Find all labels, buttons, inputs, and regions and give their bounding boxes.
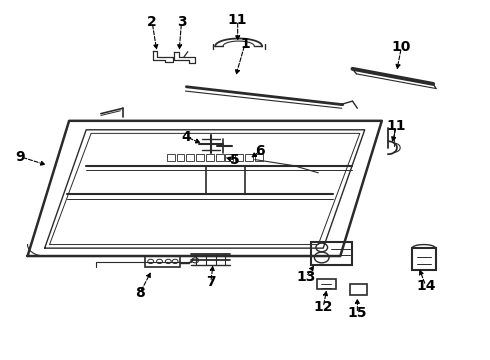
Bar	[196, 154, 204, 161]
Bar	[350, 284, 367, 295]
Bar	[206, 154, 214, 161]
Bar	[145, 256, 180, 267]
Bar	[318, 279, 336, 289]
Text: 1: 1	[240, 37, 250, 51]
Text: 11: 11	[228, 13, 247, 27]
Text: 7: 7	[206, 275, 216, 289]
Bar	[255, 154, 263, 161]
Text: 4: 4	[181, 130, 191, 144]
Bar	[245, 154, 253, 161]
Text: 12: 12	[314, 300, 333, 314]
Text: 2: 2	[147, 15, 157, 29]
Text: 14: 14	[416, 279, 436, 293]
Bar	[311, 242, 352, 265]
Bar	[186, 154, 194, 161]
Text: 8: 8	[135, 286, 145, 300]
Text: 9: 9	[15, 150, 25, 164]
Text: 10: 10	[392, 40, 411, 54]
Bar	[225, 154, 233, 161]
Text: 13: 13	[296, 270, 316, 284]
Text: 15: 15	[347, 306, 367, 320]
Bar	[235, 154, 243, 161]
Bar	[167, 154, 174, 161]
Text: 11: 11	[387, 119, 406, 133]
Text: 3: 3	[177, 15, 186, 29]
Bar	[216, 154, 223, 161]
Bar	[176, 154, 184, 161]
Text: 6: 6	[255, 144, 265, 158]
Bar	[412, 248, 436, 270]
Text: 5: 5	[230, 153, 240, 167]
